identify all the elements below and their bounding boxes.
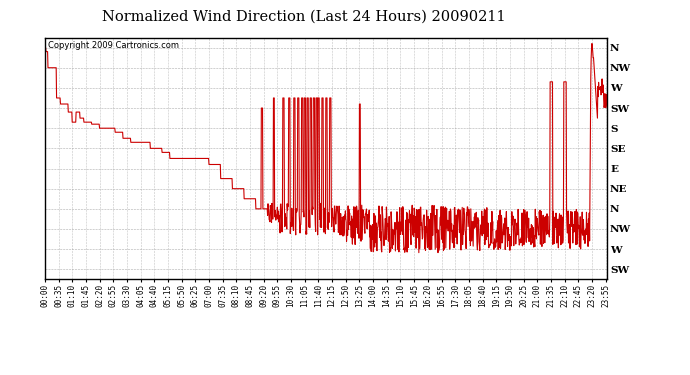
Text: Normalized Wind Direction (Last 24 Hours) 20090211: Normalized Wind Direction (Last 24 Hours… (102, 9, 505, 23)
Text: Copyright 2009 Cartronics.com: Copyright 2009 Cartronics.com (48, 41, 179, 50)
